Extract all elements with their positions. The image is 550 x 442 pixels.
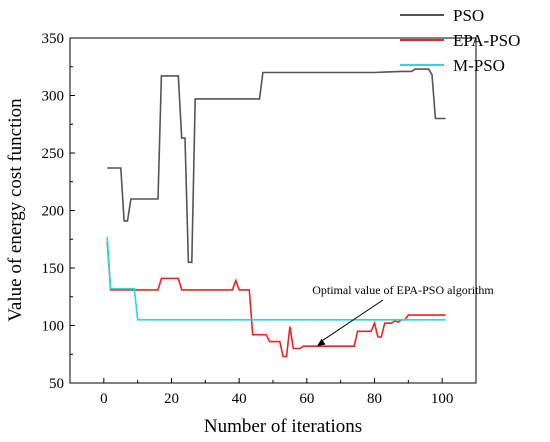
y-axis-title: Value of energy cost function (5, 98, 26, 322)
y-tick-label: 150 (42, 261, 65, 277)
y-tick-label: 50 (49, 376, 64, 392)
x-tick-label: 60 (299, 391, 314, 407)
y-tick-label: 250 (42, 146, 65, 162)
annotation-text: Optimal value of EPA-PSO algorithm (312, 283, 494, 297)
x-tick-label: 40 (232, 391, 247, 407)
annotation-arrow-head (317, 338, 326, 347)
x-axis-title: Number of iterations (204, 416, 362, 437)
plot-frame (69, 37, 477, 384)
series-line-pso (107, 68, 446, 264)
annotation-arrow-line (319, 299, 384, 343)
y-tick-label: 100 (42, 319, 65, 335)
y-tick-label: 350 (42, 31, 65, 47)
legend-label-m-pso: M-PSO (453, 56, 505, 75)
series-line-epa-pso (106, 241, 446, 358)
y-tick-label: 300 (42, 89, 65, 105)
x-tick-label: 100 (431, 391, 454, 407)
series-line-m-pso (106, 236, 446, 321)
legend-label-pso: PSO (453, 6, 484, 25)
y-tick-label: 200 (42, 204, 65, 220)
x-tick-label: 0 (100, 391, 108, 407)
x-tick-label: 80 (367, 391, 382, 407)
legend-label-epa-pso: EPA-PSO (453, 31, 520, 50)
x-tick-label: 20 (164, 391, 179, 407)
